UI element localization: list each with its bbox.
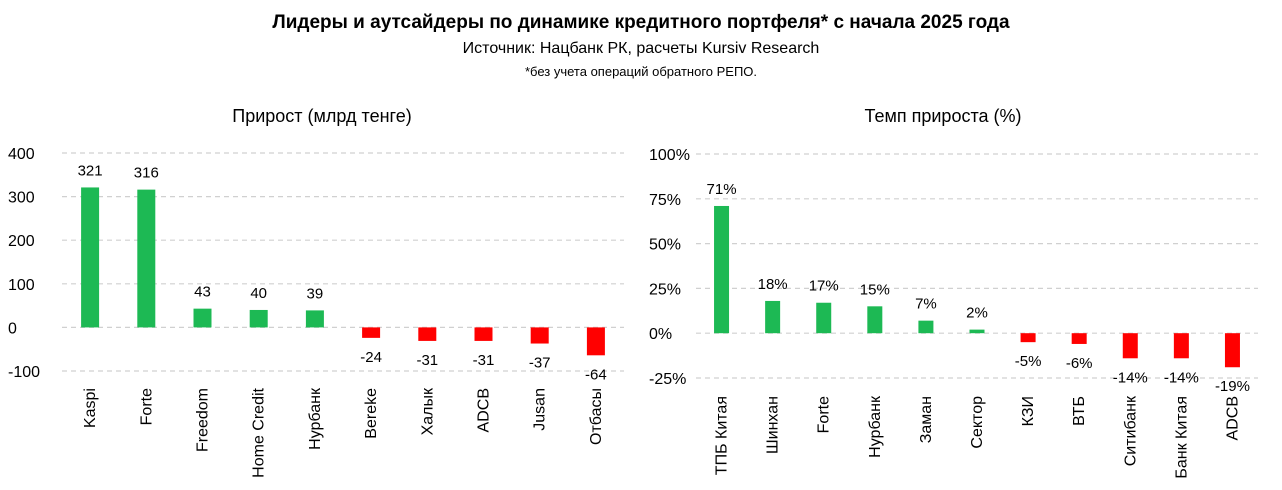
x-tick-label: Ситибанк [1122,395,1139,466]
x-tick-label: Нурбанк [307,387,324,450]
y-tick-label: 50% [649,237,681,254]
bar [918,320,934,334]
x-tick-label: Халык [419,387,436,435]
growth-amount-chart: Прирост (млрд тенге) 400 300 200 100 0 -100 321… [8,106,624,478]
bar [193,308,212,328]
chart-title: Лидеры и аутсайдеры по динамике кредитно… [272,12,1010,33]
chart-footnote: *без учета операций обратного РЕПО. [524,64,758,79]
x-tick-label: КЗИ [1020,396,1037,426]
data-label: -14% [1113,369,1148,386]
x-tick-label: Kaspi [82,388,99,428]
data-label: 43 [194,284,211,301]
y-tick-label: -100 [8,364,40,381]
data-label: 40 [250,285,267,302]
y-tick-label: 0% [649,326,672,343]
y-tick-label: -25% [649,371,686,388]
bar [305,310,324,328]
y-tick-label: 75% [649,192,681,209]
x-tick-label: Банк Китая [1173,396,1190,479]
data-label: -19% [1215,378,1250,395]
data-label: 2% [966,305,988,322]
x-tick-label: Отбасы [588,388,605,445]
x-tick-label: Шинхан [765,396,782,454]
bar [137,189,156,328]
data-label: -64 [585,366,607,383]
bar [1122,333,1138,359]
y-tick-label: 300 [8,190,35,207]
x-tick-label: Заман [918,396,935,443]
bar [816,302,832,334]
data-label: -31 [416,352,438,369]
bar [765,300,781,334]
data-label: 7% [915,296,937,313]
y-tick-label: 200 [8,233,35,250]
x-tick-label: Forte [816,396,833,433]
subchart-title: Прирост (млрд тенге) [232,106,411,126]
x-tick-label: Bereke [363,388,380,439]
x-tick-label: ADCB [1224,396,1241,440]
y-tick-label: 25% [649,281,681,298]
bar [586,327,605,356]
growth-rate-chart: Темп прироста (%) 100% 75% 50% 25% 0% -25% 71% Т… [649,106,1258,479]
bar [1224,333,1240,368]
data-label: -37 [529,355,551,372]
y-tick-label: 100 [8,277,35,294]
y-tick-label: 100% [649,147,690,164]
bar [418,327,437,341]
bar [1071,333,1087,344]
data-label: 321 [78,162,103,179]
x-tick-label: ADCB [476,388,493,432]
data-label: -14% [1164,369,1199,386]
x-tick-label: Home Credit [251,387,268,477]
data-label: -31 [473,352,495,369]
data-label: 316 [134,165,159,182]
x-tick-label: Сектор [969,396,986,449]
data-label: 71% [707,181,737,198]
data-label: 15% [860,281,890,298]
x-tick-label: Jusan [532,388,549,431]
bar [867,306,883,334]
data-label: 17% [809,278,839,295]
subchart-title: Темп прироста (%) [865,106,1022,126]
bar [530,327,549,344]
bar [1020,333,1036,343]
bar [969,329,985,334]
x-tick-label: Freedom [195,388,212,452]
data-label: -24 [360,349,382,366]
data-label: 39 [307,285,324,302]
y-tick-label: 400 [8,146,35,163]
bar [81,187,100,328]
data-label: -5% [1015,353,1042,370]
x-tick-label: ВТБ [1071,396,1088,426]
y-tick-label: 0 [8,320,17,337]
bar [714,205,730,334]
bar [474,327,493,341]
x-tick-label: ТПБ Китая [714,396,731,475]
x-tick-label: Forte [138,388,155,425]
chart-source: Источник: Нацбанк РК, расчеты Kursiv Res… [462,40,820,57]
bar [1173,333,1189,359]
bar [249,309,268,328]
x-tick-label: Нурбанк [867,395,884,458]
bar [362,327,381,338]
data-label: -6% [1066,355,1093,372]
data-label: 18% [758,276,788,293]
